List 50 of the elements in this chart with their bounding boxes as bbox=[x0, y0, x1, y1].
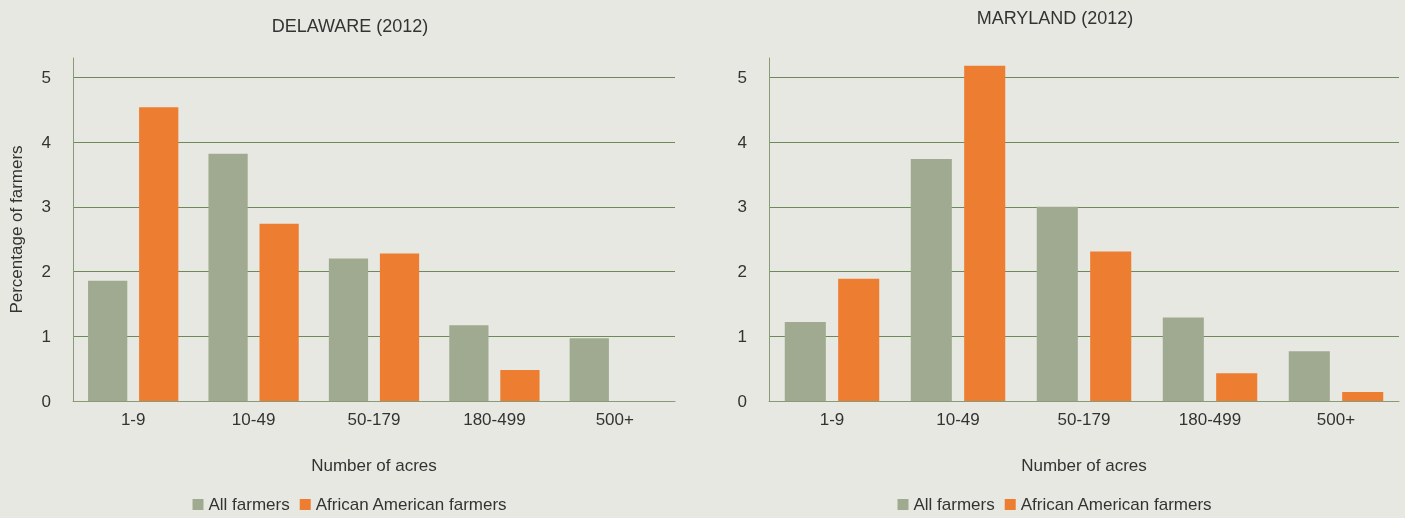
bar bbox=[1036, 206, 1078, 401]
x-tick-label: 50-179 bbox=[1057, 410, 1111, 429]
y-tick-label: 1 bbox=[41, 326, 51, 346]
legend-label: All farmers bbox=[208, 495, 290, 514]
bar bbox=[910, 158, 952, 401]
bar bbox=[1162, 317, 1204, 401]
legend-label: African American farmers bbox=[315, 495, 507, 514]
bar bbox=[259, 223, 299, 401]
bar bbox=[1342, 391, 1384, 401]
y-axis-title: Percentage of farmers bbox=[7, 145, 26, 314]
x-tick-label: 180-499 bbox=[1178, 410, 1242, 429]
bar bbox=[328, 258, 369, 401]
y-tick-label: 5 bbox=[41, 67, 51, 87]
bar bbox=[208, 153, 248, 401]
bar bbox=[1090, 251, 1132, 401]
y-tick-label: 1 bbox=[737, 326, 747, 346]
x-tick-label: 50-179 bbox=[347, 410, 401, 429]
x-tick-label: 1-9 bbox=[120, 410, 146, 429]
x-tick-label: 500+ bbox=[1316, 410, 1356, 429]
y-tick-label: 4 bbox=[737, 132, 747, 152]
bar bbox=[139, 107, 179, 401]
x-tick-label: 10-49 bbox=[231, 410, 276, 429]
y-tick-label: 2 bbox=[737, 262, 747, 282]
y-tick-label: 3 bbox=[41, 197, 51, 217]
x-axis-title: Number of acres bbox=[311, 456, 437, 475]
y-tick-label: 4 bbox=[41, 132, 51, 152]
bar bbox=[88, 280, 128, 401]
bar bbox=[964, 65, 1006, 401]
x-axis-title: Number of acres bbox=[1021, 456, 1147, 475]
chart-title: DELAWARE (2012) bbox=[271, 16, 429, 36]
chart-title: MARYLAND (2012) bbox=[976, 8, 1134, 28]
x-tick-label: 180-499 bbox=[463, 410, 526, 429]
legend-label: African American farmers bbox=[1020, 495, 1212, 514]
bar bbox=[500, 369, 540, 401]
x-tick-label: 10-49 bbox=[936, 410, 980, 429]
bar bbox=[784, 322, 826, 401]
y-tick-label: 0 bbox=[737, 391, 747, 411]
bar bbox=[1216, 373, 1258, 401]
bar bbox=[449, 325, 489, 401]
y-tick-label: 2 bbox=[41, 262, 51, 282]
bar bbox=[838, 278, 880, 401]
bar bbox=[569, 338, 609, 401]
x-tick-label: 1-9 bbox=[819, 410, 845, 429]
bar bbox=[379, 253, 420, 401]
y-tick-label: 0 bbox=[41, 391, 51, 411]
bar bbox=[1288, 351, 1330, 401]
legend-label: All farmers bbox=[913, 495, 995, 514]
y-tick-label: 3 bbox=[737, 197, 747, 217]
x-tick-label: 500+ bbox=[595, 410, 635, 429]
y-tick-label: 5 bbox=[737, 67, 747, 87]
